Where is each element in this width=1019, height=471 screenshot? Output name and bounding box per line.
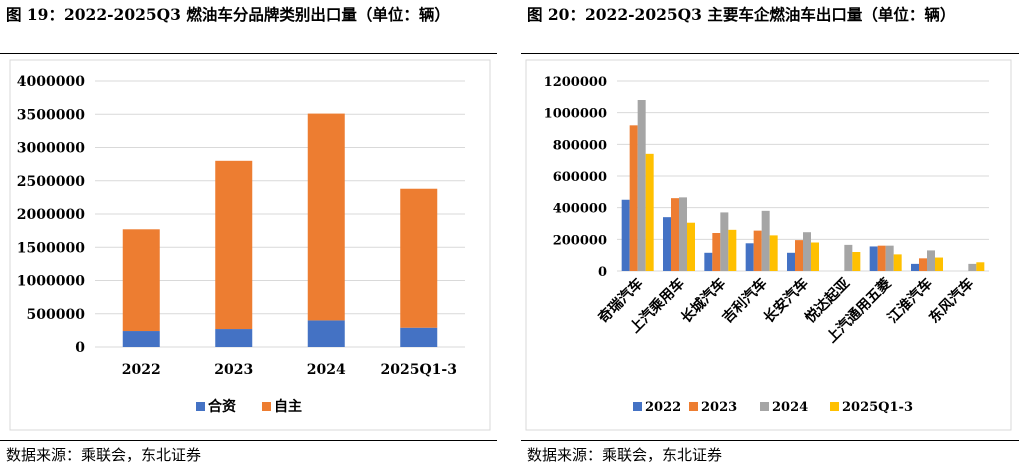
bar [621,199,630,271]
y-tick-label: 1000000 [17,274,85,290]
bar [885,245,894,271]
legend-label: 合资 [208,398,236,415]
y-tick-label: 1000000 [544,107,607,122]
chart-title: 图 20：2022-2025Q3 主要车企燃油车出口量（单位：辆） [527,5,956,24]
chart-panel-right: 图 20：2022-2025Q3 主要车企燃油车出口量（单位：辆） 0 20000… [521,0,1019,471]
chart-title: 图 19：2022-2025Q3 燃油车分品牌类别出口量（单位：辆） [6,5,450,24]
legend-label: 2024 [772,400,808,415]
bar [637,100,646,271]
bar [844,244,853,271]
legend-swatch [760,402,769,411]
legend-swatch [633,402,642,411]
source-rule [0,440,497,441]
bar [795,240,803,271]
y-tick-label: 2500000 [17,174,85,190]
source-rule [521,440,1019,441]
legend-label: 自主 [274,398,302,415]
legend-label: 2023 [701,400,737,415]
legend-swatch [689,402,698,411]
bar [893,254,902,271]
legend-swatch [830,402,839,411]
y-tick-label: 400000 [553,202,607,217]
y-tick-label: 200000 [553,233,607,248]
bar [687,222,695,271]
y-tick-label: 0 [75,340,85,356]
bar [671,198,679,271]
bar-segment [122,331,160,347]
y-tick-label: 500000 [27,307,86,323]
bar [728,229,737,271]
bar [935,257,943,271]
bar [663,217,671,271]
x-tick-label: 2024 [307,362,346,378]
legend-swatch [262,402,271,411]
bar [712,233,721,271]
bar-segment [307,113,345,321]
bar [803,232,811,271]
legend-label: 2025Q1-3 [842,400,913,415]
bar [761,210,770,271]
bar-segment [307,320,345,347]
bar [753,230,762,271]
bar [869,246,878,271]
y-tick-label: 600000 [553,170,607,185]
source-note: 数据来源：乘联会，东北证券 [527,446,723,464]
x-tick-label: 2025Q1-3 [381,362,457,378]
x-tick-label: 2022 [122,362,161,378]
bar [811,242,819,271]
legend-label: 2022 [645,400,681,415]
y-tick-label: 3000000 [17,141,85,157]
bar [769,235,778,271]
bar [852,252,861,271]
bar [629,125,638,271]
bar [645,153,654,271]
bar [877,245,886,271]
chart-panel-left: 图 19：2022-2025Q3 燃油车分品牌类别出口量（单位：辆） 0 5000… [0,0,497,471]
bar [919,258,927,271]
bar [787,252,795,271]
bar [745,243,754,271]
y-tick-label: 2000000 [17,207,85,223]
y-tick-label: 1200000 [544,75,607,90]
bar-segment [400,188,438,328]
bar-segment [122,229,160,332]
bar-segment [215,160,253,330]
grouped-bar-chart: 020000040000060000080000010000001200000奇… [525,59,1012,431]
y-tick-label: 1500000 [17,240,85,256]
y-tick-label: 3500000 [17,107,85,123]
bar [911,263,919,271]
bar [720,212,729,271]
x-tick-label: 2023 [214,362,253,378]
bar [679,197,687,271]
bar [927,250,935,271]
bar-segment [215,329,253,347]
bar [976,262,985,271]
legend-swatch [196,402,205,411]
bar [968,263,977,271]
y-tick-label: 0 [598,265,607,280]
title-rule [0,53,497,54]
bar-segment [400,327,438,347]
source-note: 数据来源：乘联会，东北证券 [6,446,202,464]
title-rule [521,53,1019,54]
bar [704,252,713,271]
stacked-bar-chart: 0 500000 1000000 1500000 2000000 2500000 30000… [9,59,491,431]
y-tick-label: 800000 [553,138,607,153]
y-tick-label: 4000000 [17,74,85,90]
